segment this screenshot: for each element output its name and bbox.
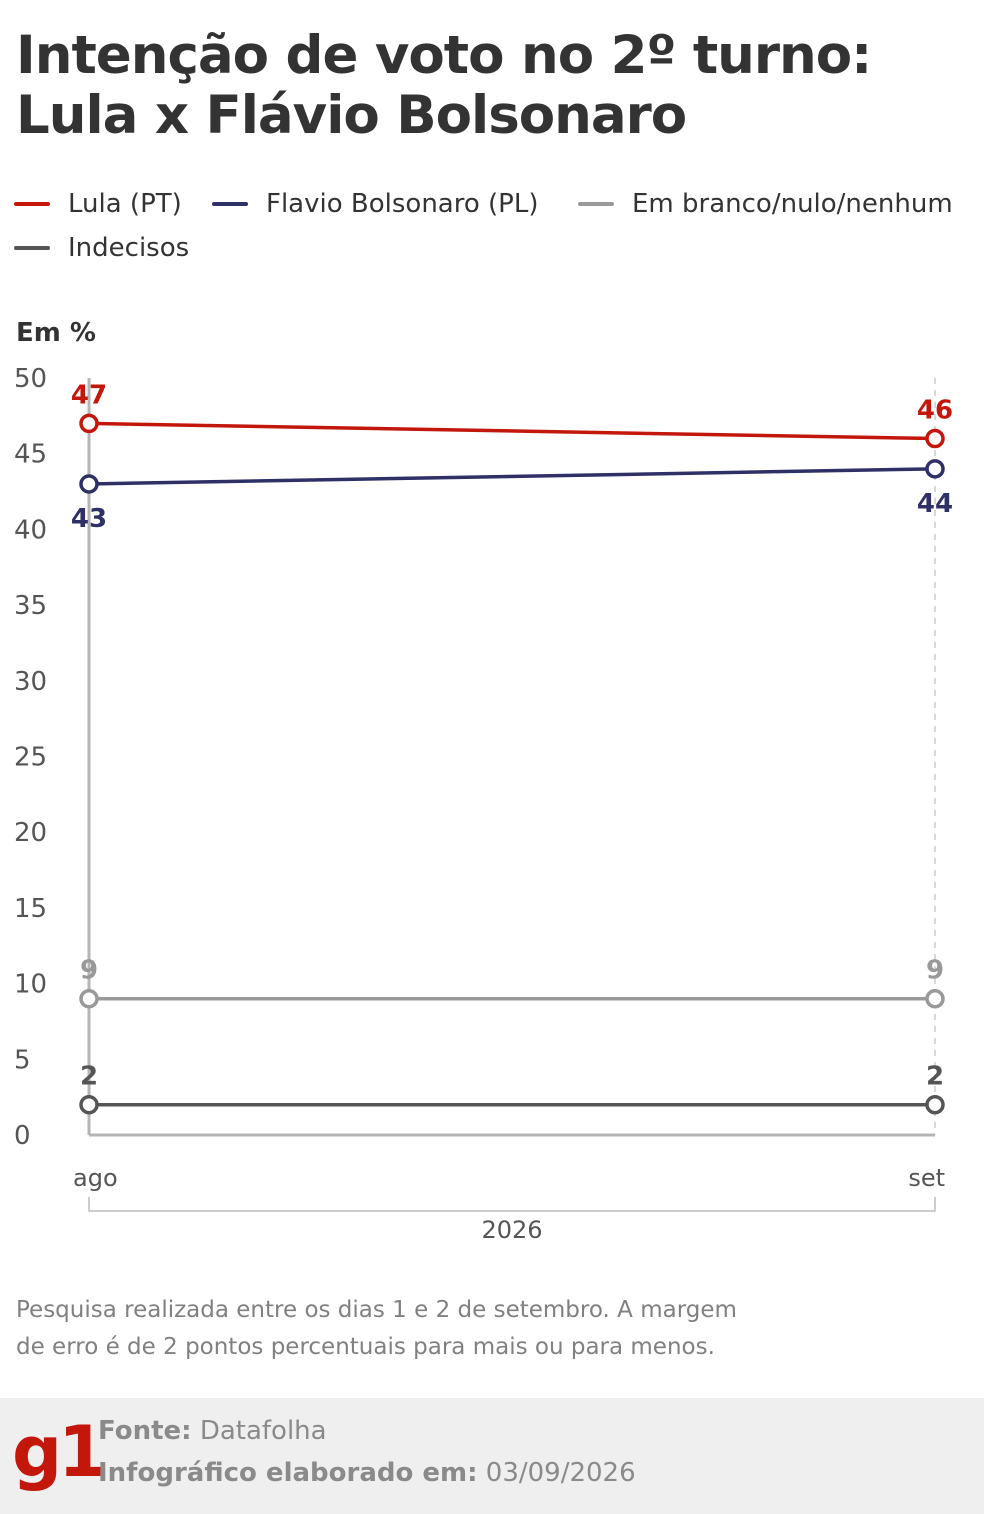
data-label-s1-0: 43 [71,504,107,534]
x-group-label: 2026 [481,1216,542,1244]
data-label-s3-0: 2 [80,1062,98,1092]
footer: g1 Fonte: Datafolha Infográfico elaborad… [0,1398,984,1514]
x-tick-label-set: set [908,1164,945,1192]
data-label-s2-0: 9 [80,956,98,986]
data-point-s1-1 [925,459,945,479]
legend-item-flavio: Flavio Bolsonaro (PL) [212,184,538,224]
legend-label-flavio: Flavio Bolsonaro (PL) [266,189,539,219]
footer-source-label: Fonte: [98,1416,192,1446]
footer-source: Fonte: Datafolha [98,1416,327,1446]
data-point-s1-0 [79,474,99,494]
series-line-0 [88,421,936,441]
footer-date-label: Infográfico elaborado em: [98,1458,478,1488]
y-tick-label-10: 10 [14,970,47,1000]
chart-title-line-1: Intenção de voto no 2º turno: [16,25,872,86]
legend-label-branco-nulo: Em branco/nulo/nenhum [632,189,953,219]
legend-item-indecisos: Indecisos [14,228,189,268]
y-tick-label-30: 30 [14,667,47,697]
y-tick-label-45: 45 [14,440,47,470]
legend-swatch-indecisos [14,246,50,250]
data-label-s3-1: 2 [926,1062,944,1092]
methodology-note: Pesquisa realizada entre os dias 1 e 2 d… [16,1292,796,1366]
data-point-s3-1 [925,1094,945,1115]
data-label-s1-1: 44 [917,489,953,519]
data-point-s3-0 [79,1094,99,1115]
y-tick-label-50: 50 [14,364,47,394]
legend-label-lula: Lula (PT) [68,189,182,219]
methodology-note-line-2: de erro é de 2 pontos percentuais para m… [16,1334,715,1360]
y-tick-label-15: 15 [14,894,47,924]
legend-swatch-flavio [212,202,248,206]
data-label-s0-1: 46 [917,396,953,426]
data-point-s0-0 [79,413,99,434]
footer-date-value: 03/09/2026 [485,1458,636,1488]
legend-item-lula: Lula (PT) [14,184,182,224]
data-point-s2-1 [925,988,945,1009]
data-label-s0-0: 47 [71,380,107,410]
legend-item-branco-nulo: Em branco/nulo/nenhum [578,184,953,224]
legend-label-indecisos: Indecisos [68,233,190,263]
legend-swatch-branco-nulo [578,202,614,206]
x-tick-label-ago: ago [73,1164,118,1192]
y-tick-label-35: 35 [14,591,47,621]
data-point-s0-1 [925,428,945,449]
g1-logo: g1 [12,1411,107,1493]
chart-title-line-2: Lula x Flávio Bolsonaro [16,85,687,146]
data-label-s2-1: 9 [926,956,944,986]
data-point-s2-0 [79,988,99,1009]
footer-source-value: Datafolha [199,1416,327,1446]
y-tick-label-25: 25 [14,743,47,773]
y-tick-label-5: 5 [14,1045,31,1075]
x-group-bracket [88,1197,936,1212]
y-tick-label-20: 20 [14,818,47,848]
methodology-note-line-1: Pesquisa realizada entre os dias 1 e 2 d… [16,1297,737,1323]
legend-swatch-lula [14,202,50,206]
y-tick-label-0: 0 [14,1121,31,1151]
chart-title: Intenção de voto no 2º turno: Lula x Flá… [16,26,966,146]
series-line-1 [88,467,936,486]
footer-date: Infográfico elaborado em: 03/09/2026 [98,1458,636,1488]
y-tick-label-40: 40 [14,515,47,545]
line-chart: 0 5 10 15 20 25 30 35 40 45 50 ago set 2026 47 46 43 44 9 9… [14,364,953,1244]
y-axis-unit-label: Em % [16,318,96,348]
